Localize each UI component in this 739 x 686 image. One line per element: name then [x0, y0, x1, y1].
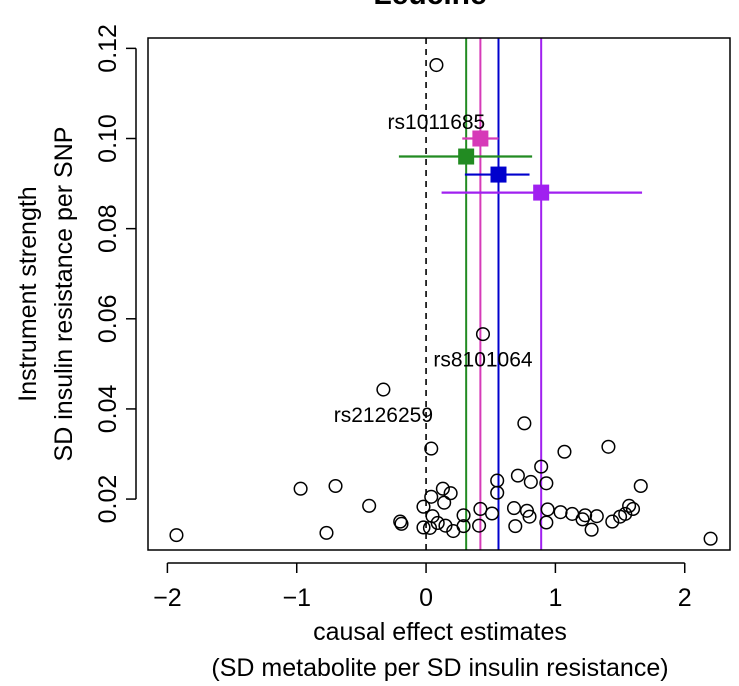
snp-point-12	[490, 485, 505, 500]
y-tick-label-0: 0.02	[94, 475, 122, 524]
annotations-layer: rs1011685 rs8101064 rs2126259	[334, 111, 533, 427]
points-layer	[169, 57, 718, 546]
snp-point-36	[589, 509, 604, 524]
snp-point-46	[539, 515, 554, 530]
snp-point-41	[430, 515, 445, 531]
snp-point-17	[424, 489, 439, 504]
snp-point-34	[522, 509, 537, 524]
snp-point-51	[446, 524, 461, 539]
snp-point-33	[484, 506, 500, 521]
snp-point-10	[539, 476, 554, 491]
snp-point-4	[517, 416, 532, 431]
snp-point-20	[437, 495, 452, 510]
annotation-0: rs1011685	[388, 111, 486, 134]
snp-point-48	[605, 514, 620, 529]
snp-point-40	[394, 516, 409, 531]
snp-point-2	[376, 382, 391, 397]
snp-point-3	[424, 441, 439, 456]
y-tick-label-1: 0.04	[94, 385, 122, 434]
annotation-2: rs2126259	[334, 404, 433, 427]
snp-point-14	[328, 478, 343, 494]
x-axis-title-line-1: causal effect estimates	[313, 618, 567, 646]
x-axis-title-line-2: (SD metabolite per SD insulin resistance…	[211, 654, 668, 682]
snp-point-27	[578, 508, 593, 523]
x-tick-label-4: 2	[678, 584, 692, 612]
snp-point-6	[601, 439, 616, 454]
snp-point-15	[435, 481, 450, 496]
snp-point-19	[362, 498, 377, 513]
snp-point-25	[553, 505, 568, 520]
y-axis-title-line-2: SD insulin resistance per SNP	[50, 127, 78, 462]
snp-point-52	[319, 525, 334, 540]
x-tick-label-1: −1	[282, 584, 311, 612]
snp-point-1	[475, 327, 491, 342]
y-tick-label-5: 0.12	[94, 24, 122, 73]
snp-point-16	[443, 486, 458, 501]
snp-point-30	[416, 499, 431, 514]
x-tick-label-0: −2	[153, 584, 182, 612]
y-tick-label-3: 0.08	[94, 204, 122, 253]
snp-point-11	[490, 473, 505, 488]
plot-frame	[147, 37, 731, 551]
snp-point-22	[506, 501, 522, 516]
snp-point-49	[416, 520, 431, 535]
snp-point-45	[508, 519, 523, 534]
y-axis-title-line-1: Instrument strength	[14, 186, 42, 401]
reference-layer	[425, 38, 543, 550]
snp-point-32	[456, 508, 471, 523]
snp-point-9	[523, 474, 538, 489]
x-tick-label-2: 0	[419, 584, 433, 612]
snp-point-44	[472, 518, 487, 533]
chart-title: Leucine	[373, 0, 486, 11]
estimates-layer	[398, 130, 643, 201]
snp-point-39	[393, 514, 408, 529]
y-axis: 0.02 0.04 0.06 0.08 0.10 0.12	[94, 24, 137, 524]
snp-point-29	[625, 501, 641, 517]
snp-point-0	[429, 57, 444, 73]
snp-point-50	[422, 520, 437, 535]
x-tick-label-3: 1	[548, 584, 562, 612]
y-tick-label-2: 0.06	[94, 294, 122, 343]
snp-point-28	[622, 498, 637, 513]
snp-point-18	[633, 478, 648, 494]
snp-point-24	[540, 502, 555, 517]
estimate-marker-0	[472, 130, 489, 147]
snp-point-53	[169, 528, 184, 543]
snp-point-47	[584, 522, 599, 537]
estimate-marker-1	[458, 148, 475, 165]
snp-point-38	[618, 506, 633, 521]
x-axis: −2 −1 0 1 2	[153, 562, 692, 612]
snp-point-5	[557, 444, 572, 459]
snp-point-8	[510, 468, 525, 483]
snp-point-35	[575, 512, 590, 527]
snp-point-54	[703, 531, 718, 546]
snp-point-7	[534, 459, 549, 474]
estimate-marker-2	[490, 166, 507, 183]
y-tick-label-4: 0.10	[94, 114, 122, 163]
estimate-marker-3	[533, 184, 550, 201]
annotation-1: rs8101064	[433, 349, 533, 372]
snp-point-13	[293, 481, 308, 496]
plot-area: rs1011685 rs8101064 rs2126259	[147, 37, 731, 551]
